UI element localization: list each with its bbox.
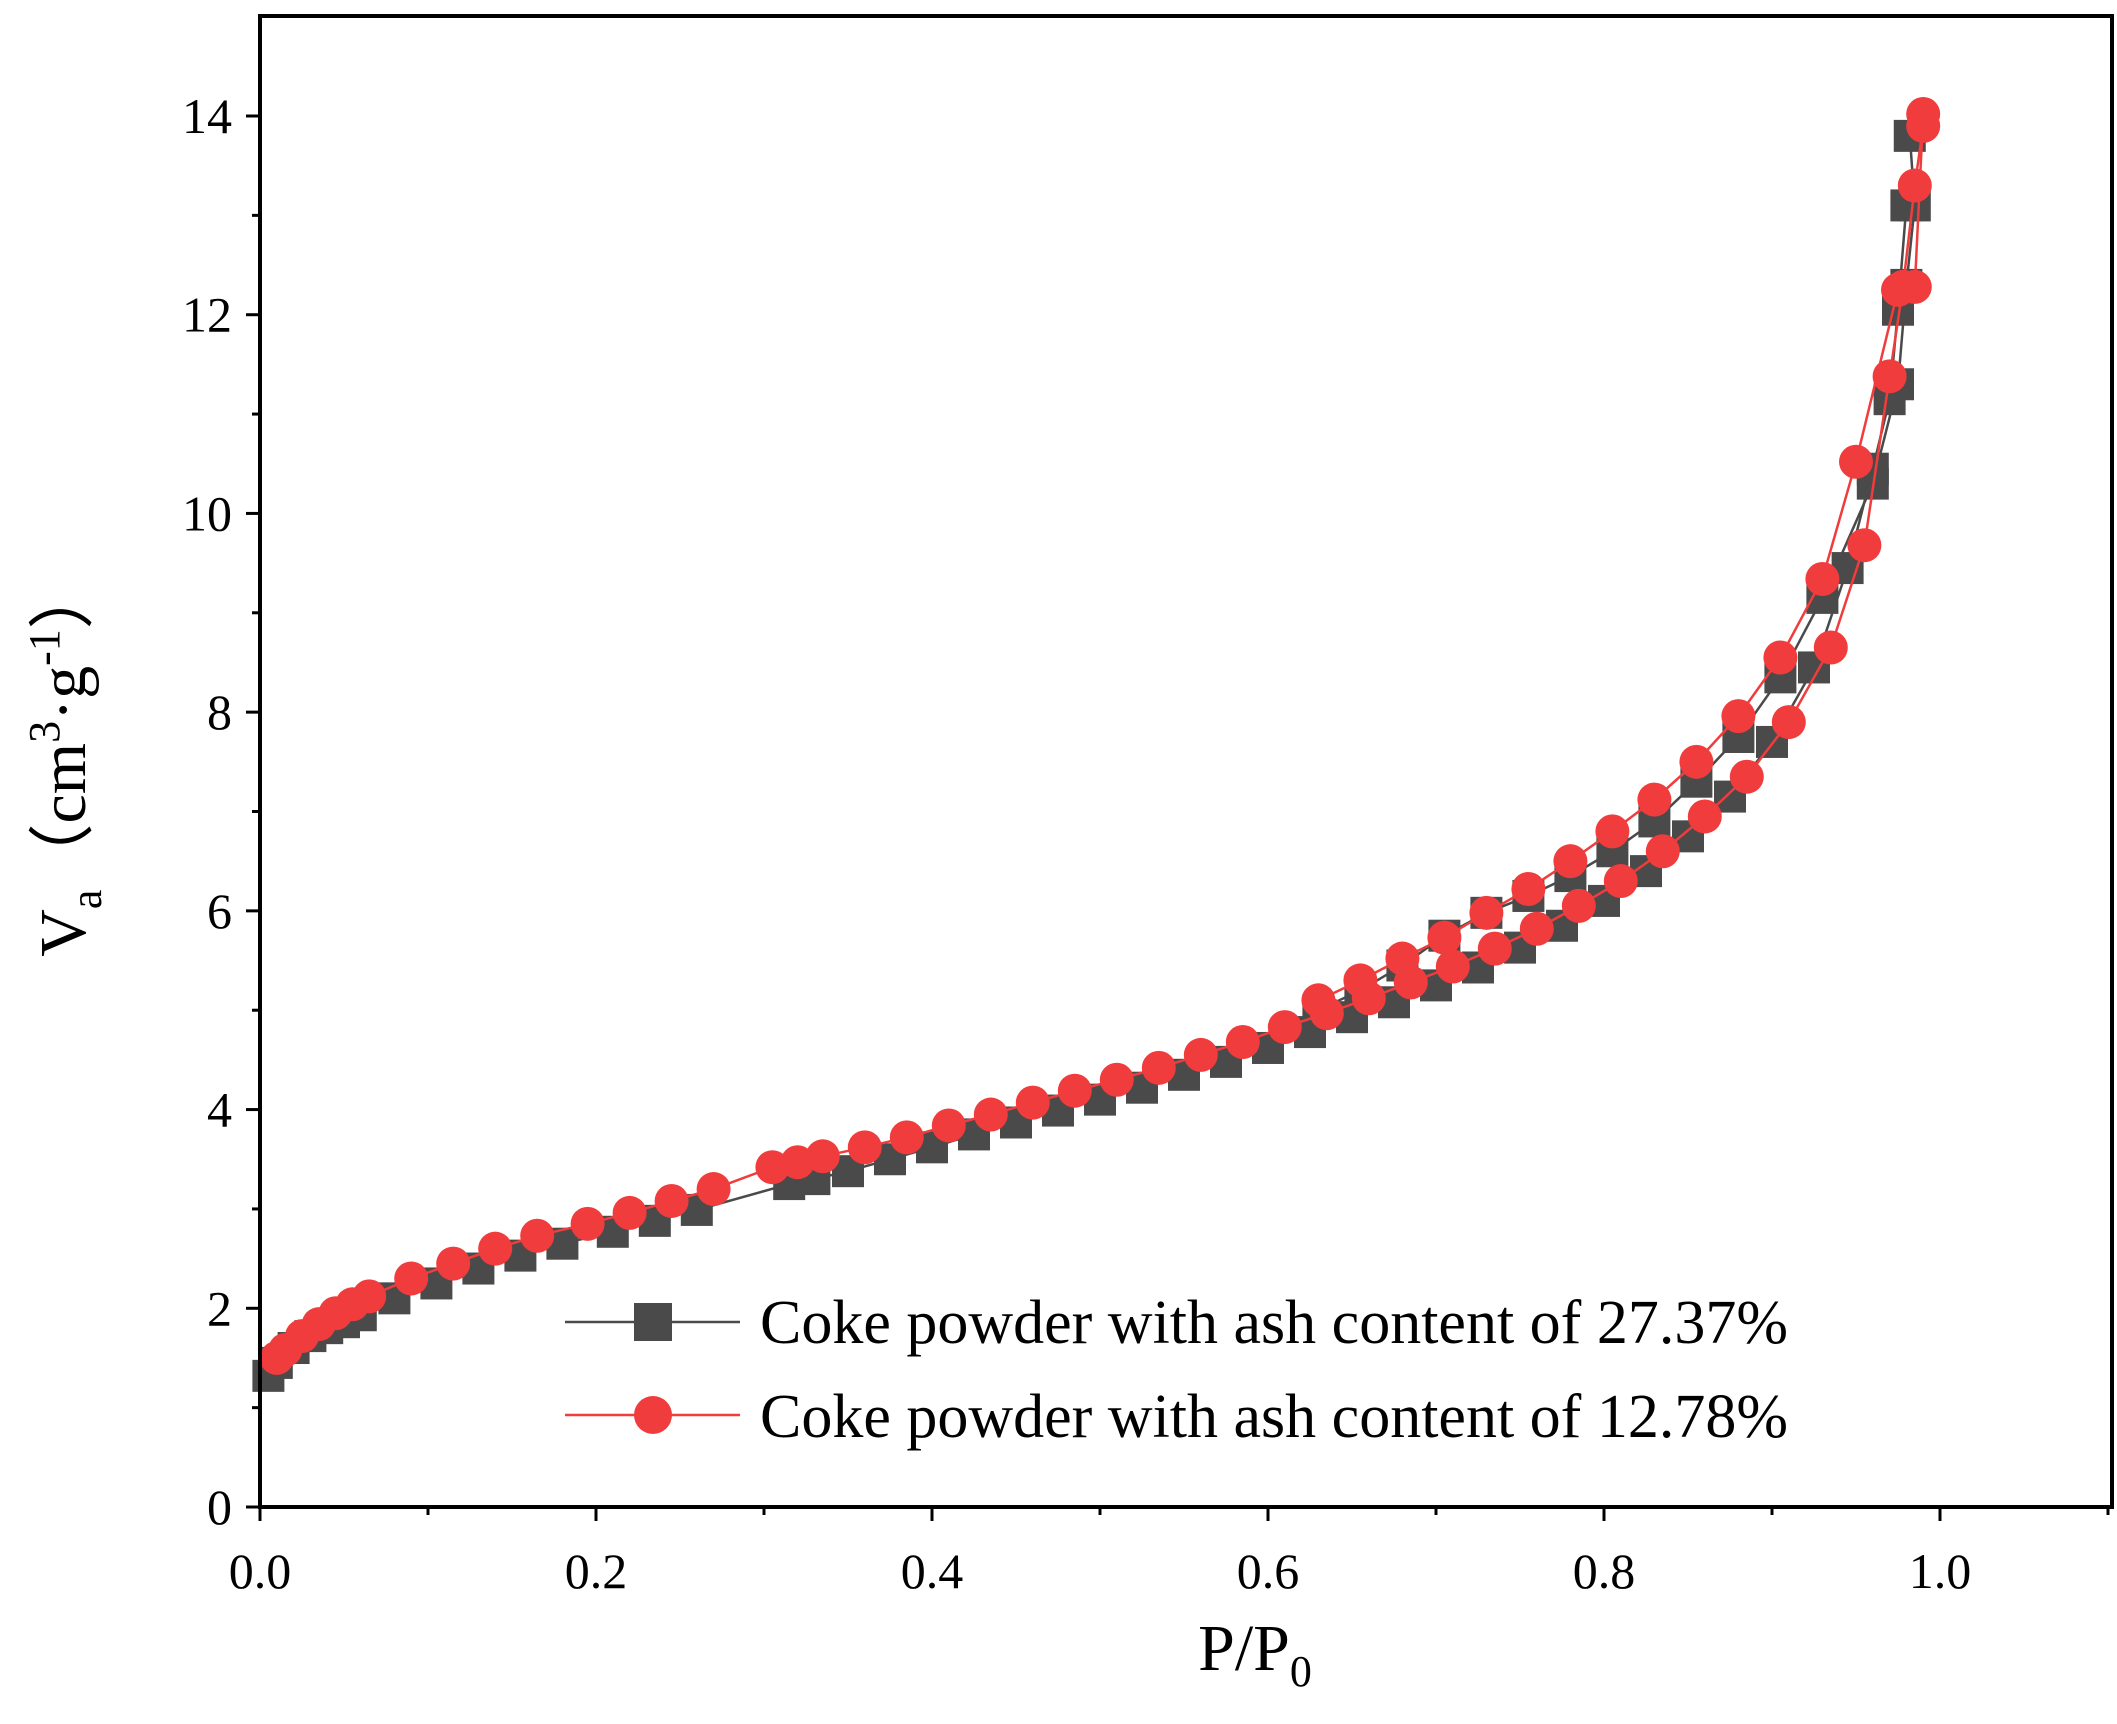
y-axis-unit-sup1: 3	[20, 721, 69, 743]
y-axis-unit-sup2: -1	[20, 629, 69, 666]
data-point-circle	[1057, 1073, 1092, 1108]
data-point-circle	[1141, 1050, 1176, 1085]
y-axis-title-sub: a	[62, 890, 111, 910]
data-point-circle	[1906, 97, 1941, 132]
data-point-circle	[1427, 920, 1462, 955]
data-point-circle	[1603, 864, 1638, 899]
data-point-circle	[352, 1279, 387, 1314]
data-point-circle	[1561, 888, 1596, 923]
y-tick-label: 2	[207, 1280, 232, 1336]
y-tick-label: 8	[207, 684, 232, 740]
data-point-circle	[696, 1172, 731, 1207]
y-tick-label: 12	[182, 287, 232, 343]
data-point-circle	[654, 1183, 689, 1218]
data-point-circle	[1183, 1037, 1218, 1072]
data-point-circle	[973, 1097, 1008, 1132]
legend-marker-circle	[634, 1396, 672, 1434]
data-point-circle	[1805, 562, 1840, 597]
x-axis-title: P/P0	[1198, 1612, 1312, 1696]
data-point-circle	[570, 1206, 605, 1241]
axis-ticks: 0.0 0.2 0.4 0.6 0.8 1.0 0 2 4 6 8 10 12 14	[182, 88, 2110, 1599]
y-tick-label: 6	[207, 883, 232, 939]
data-point-circle	[1645, 834, 1680, 869]
legend-label-series-1: Coke powder with ash content of 27.37%	[760, 1289, 1788, 1357]
y-tick-label: 10	[182, 485, 232, 541]
x-tick-label: 0.6	[1237, 1543, 1300, 1599]
y-axis-unit-close: ）	[27, 563, 100, 629]
data-point-circle	[1477, 931, 1512, 966]
data-point-circle	[1015, 1085, 1050, 1120]
x-tick-label: 0.2	[565, 1543, 628, 1599]
x-tick-label: 0.8	[1573, 1543, 1636, 1599]
series-1	[252, 119, 1931, 1392]
data-point-circle	[1813, 630, 1848, 665]
data-point-circle	[1872, 359, 1907, 394]
x-tick-label: 0.0	[229, 1543, 292, 1599]
data-point-circle	[1343, 963, 1378, 998]
x-axis-title-main: P/P	[1198, 1612, 1290, 1685]
data-point-circle	[1385, 941, 1420, 976]
x-tick-label: 1.0	[1909, 1543, 1972, 1599]
series-2-adsorption-line	[275, 125, 1925, 1359]
data-point-circle	[1637, 782, 1672, 817]
y-axis-title-main: V	[27, 909, 100, 957]
y-tick-label: 4	[207, 1082, 232, 1138]
data-point-circle	[1847, 528, 1882, 563]
data-point-circle	[847, 1130, 882, 1165]
y-axis-title: Va（cm3·g-1）	[20, 563, 111, 956]
data-point-circle	[1897, 168, 1932, 203]
y-tick-label: 0	[207, 1479, 232, 1535]
data-point-circle	[805, 1139, 840, 1174]
data-point-circle	[1881, 272, 1915, 307]
data-point-circle	[612, 1195, 647, 1230]
data-point-circle	[1469, 895, 1504, 930]
data-point-circle	[1721, 699, 1756, 734]
data-point-circle	[1771, 705, 1806, 740]
data-point-circle	[1099, 1062, 1134, 1097]
data-point-circle	[1839, 444, 1873, 479]
data-point-circle	[1595, 814, 1630, 849]
data-point-circle	[1267, 1010, 1302, 1045]
data-point-circle	[520, 1218, 555, 1253]
data-point-circle	[931, 1108, 966, 1143]
data-point-circle	[1511, 871, 1546, 906]
data-point-circle	[1763, 640, 1798, 675]
y-axis-unit-open: （cm	[27, 743, 100, 890]
series-2	[259, 97, 1941, 1375]
legend: Coke powder with ash content of 27.37% C…	[565, 1289, 1788, 1451]
data-point-circle	[394, 1261, 429, 1296]
data-point-circle	[436, 1246, 471, 1281]
legend-label-series-2: Coke powder with ash content of 12.78%	[760, 1383, 1788, 1451]
y-axis-unit-mid: ·g	[27, 666, 100, 721]
series-layer	[252, 97, 1941, 1392]
data-point-circle	[755, 1150, 790, 1185]
data-point-circle	[1225, 1025, 1260, 1060]
y-tick-label: 14	[182, 88, 232, 144]
plot-area-frame	[258, 14, 2114, 1509]
data-point-circle	[478, 1231, 513, 1266]
x-tick-label: 0.4	[901, 1543, 964, 1599]
legend-marker-square	[634, 1303, 672, 1341]
data-point-circle	[1301, 983, 1336, 1018]
data-point-circle	[1553, 844, 1588, 879]
data-point-circle	[889, 1120, 924, 1155]
x-axis-title-sub: 0	[1290, 1647, 1312, 1696]
data-point-circle	[1435, 949, 1470, 984]
data-point-circle	[1729, 759, 1764, 794]
data-point-circle	[1687, 799, 1722, 834]
data-point-circle	[1519, 911, 1554, 946]
data-point-circle	[1679, 744, 1714, 779]
